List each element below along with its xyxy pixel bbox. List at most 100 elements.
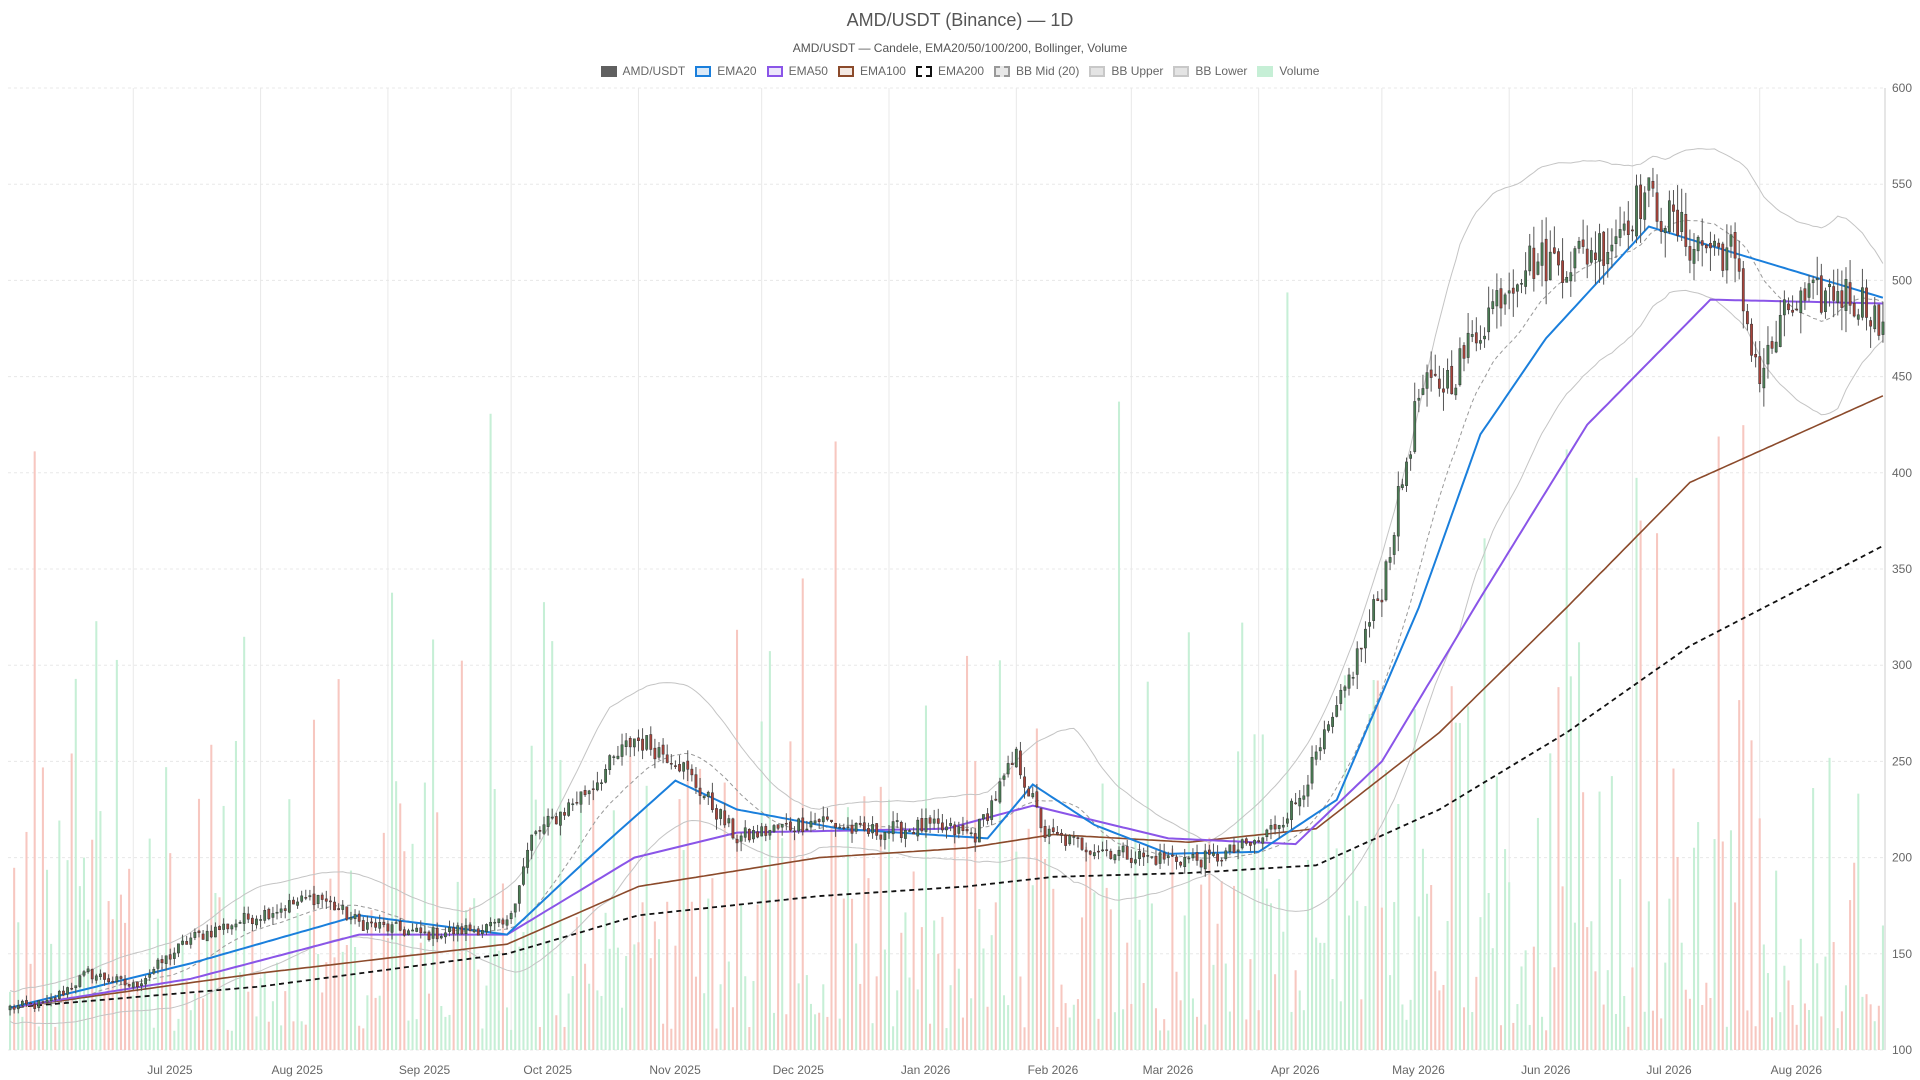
volume-bar [842, 898, 845, 1050]
candle-body [382, 921, 386, 925]
volume-bar [1401, 1004, 1404, 1050]
candle-body [1758, 356, 1762, 385]
candle-body [1236, 849, 1240, 852]
volume-bar [1816, 963, 1819, 1050]
candle-body [1179, 861, 1182, 866]
candle-body [1544, 238, 1548, 282]
volume-bar [1019, 976, 1022, 1050]
volume-bar [982, 948, 985, 1050]
volume-bar [210, 744, 213, 1050]
candle-body [678, 764, 681, 772]
volume-bar [1828, 757, 1831, 1050]
volume-bar [1347, 915, 1351, 1050]
candle-body [665, 754, 669, 763]
legend-item-bbmid[interactable]: BB Mid (20) [994, 64, 1079, 78]
legend-item-ema20[interactable]: EMA20 [695, 64, 757, 78]
volume-bar [144, 981, 147, 1050]
volume-bar [604, 912, 607, 1050]
volume-bar [1877, 1005, 1880, 1050]
volume-bar [202, 998, 205, 1050]
candle-body [969, 832, 973, 835]
legend-label-bbupper: BB Upper [1111, 64, 1164, 78]
candle-body [1466, 332, 1470, 358]
candle-body [448, 927, 451, 933]
volume-bar [1175, 971, 1178, 1050]
candle-body [94, 975, 98, 981]
volume-bar [1639, 520, 1642, 1050]
candle-body [768, 829, 772, 836]
candle-body [1396, 486, 1400, 537]
candle-body [1220, 859, 1224, 862]
candle-body [1216, 853, 1219, 862]
x-tick-label: Apr 2026 [1271, 1063, 1320, 1077]
legend-item-ema50[interactable]: EMA50 [766, 64, 828, 78]
volume-bar [1680, 942, 1683, 1050]
volume-bar [1873, 1021, 1876, 1050]
candle-body [698, 787, 702, 796]
candle-body [1667, 200, 1671, 233]
candle-body [1729, 234, 1733, 247]
volume-bar [637, 942, 640, 1050]
candle-body [1368, 622, 1371, 627]
candle-body [292, 899, 295, 905]
candle-body [887, 831, 891, 834]
x-tick-label: Jan 2026 [901, 1063, 951, 1077]
ema20-line [9, 225, 1884, 1009]
candle-body [1171, 854, 1174, 857]
volume-bar [961, 1017, 964, 1050]
candle-body [780, 823, 784, 828]
volume-bar [703, 993, 706, 1050]
legend-item-bbupper[interactable]: BB Upper [1089, 64, 1163, 78]
volume-bar [1212, 964, 1215, 1050]
candle-body [1557, 251, 1560, 266]
candle-body [12, 1006, 16, 1010]
y-tick-label: 300 [1892, 658, 1912, 672]
candle-body [1680, 211, 1684, 232]
volume-bar [1282, 931, 1285, 1050]
volume-bar [1298, 990, 1301, 1050]
candle-body [312, 893, 316, 906]
legend-item-candles[interactable]: AMD/USDT [600, 64, 685, 78]
volume-bar [1549, 753, 1552, 1050]
candle-body [1355, 648, 1359, 675]
volume-bar [1701, 1004, 1704, 1050]
candle-body [846, 826, 850, 829]
legend-item-bblower[interactable]: BB Lower [1173, 64, 1247, 78]
candle-body [70, 987, 74, 990]
volume-bar [1228, 1011, 1231, 1050]
candle-body [1569, 272, 1573, 282]
volume-bar [1397, 803, 1400, 1050]
legend-item-volume[interactable]: Volume [1257, 64, 1319, 78]
volume-bar [740, 904, 743, 1050]
candle-body [842, 827, 846, 829]
volume-bar [1454, 722, 1457, 1050]
candle-body [1413, 401, 1417, 452]
legend-swatch-volume [1257, 65, 1274, 77]
candle-body [1031, 793, 1035, 798]
y-tick-label: 550 [1892, 177, 1912, 191]
legend-item-ema200[interactable]: EMA200 [915, 64, 984, 78]
volume-bar [469, 907, 472, 1050]
candle-body [1704, 244, 1708, 249]
candle-body [579, 791, 583, 805]
volume-bar [1265, 888, 1268, 1050]
candle-body [1343, 686, 1347, 691]
legend-item-ema100[interactable]: EMA100 [837, 64, 906, 78]
volume-bar [259, 978, 262, 1050]
volume-bar [440, 1006, 443, 1050]
candle-body [920, 818, 924, 832]
volume-bar [1775, 870, 1778, 1050]
candle-body [793, 830, 796, 833]
volume-bar [403, 851, 406, 1050]
volume-bar [489, 413, 492, 1051]
volume-bar [1278, 878, 1281, 1050]
volume-bar [1027, 828, 1030, 1050]
candle-body [283, 908, 287, 911]
volume-bar [140, 979, 143, 1050]
volume-bar [9, 991, 12, 1050]
candle-body [1577, 240, 1581, 249]
volume-bar [1376, 680, 1379, 1050]
candle-body [945, 826, 948, 831]
candle-body [895, 820, 899, 822]
candle-body [177, 943, 180, 954]
